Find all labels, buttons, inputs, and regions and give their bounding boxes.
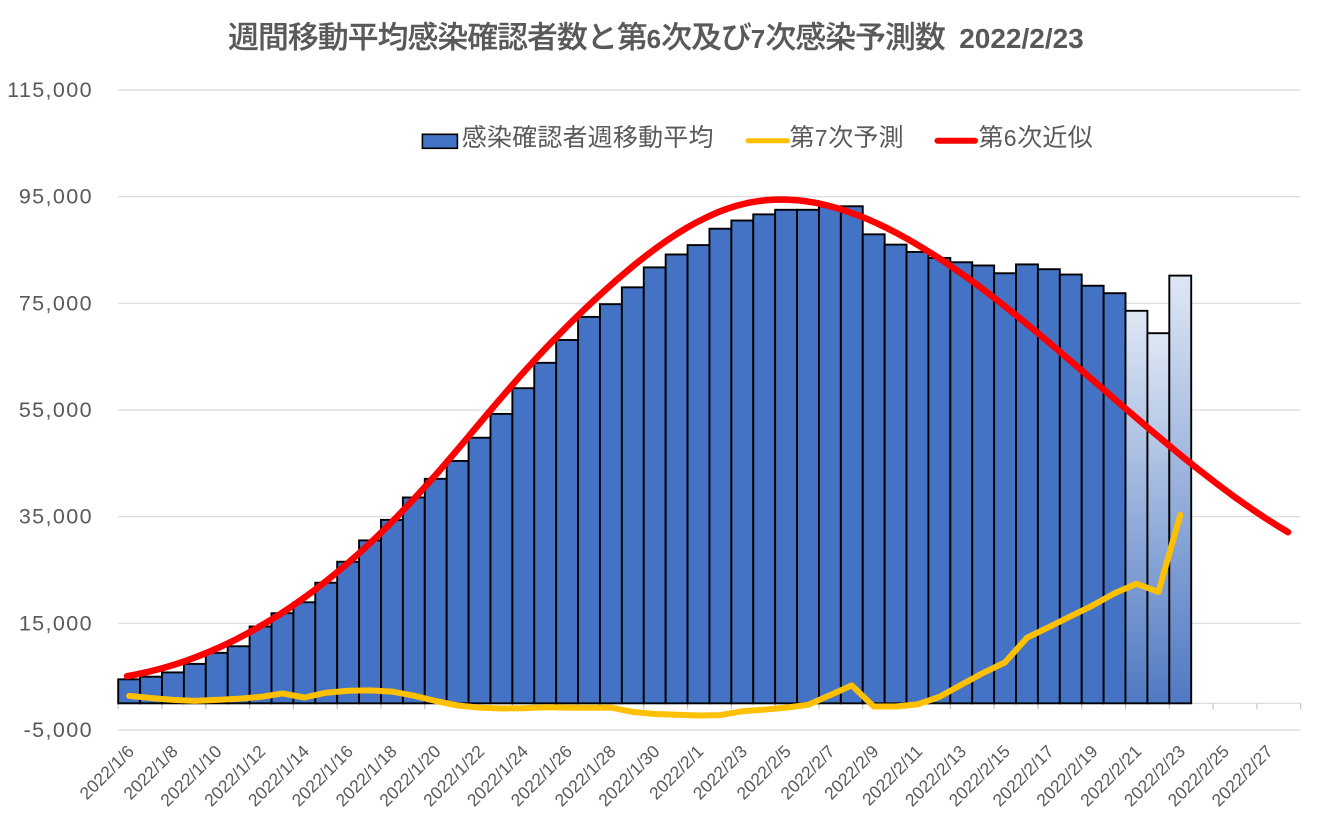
svg-text:6: 6	[647, 24, 661, 54]
svg-text:7: 7	[751, 24, 765, 54]
svg-text:95,000: 95,000	[19, 185, 93, 209]
svg-text:-5,000: -5,000	[24, 718, 93, 742]
svg-text:35,000: 35,000	[19, 505, 93, 529]
svg-text:55,000: 55,000	[19, 398, 93, 422]
svg-text:7: 7	[815, 125, 828, 151]
svg-text:115,000: 115,000	[7, 78, 93, 102]
svg-text:2022/2/23: 2022/2/23	[959, 23, 1084, 54]
svg-text:6: 6	[1004, 125, 1017, 151]
svg-text:15,000: 15,000	[19, 611, 93, 635]
svg-text:75,000: 75,000	[19, 291, 93, 315]
